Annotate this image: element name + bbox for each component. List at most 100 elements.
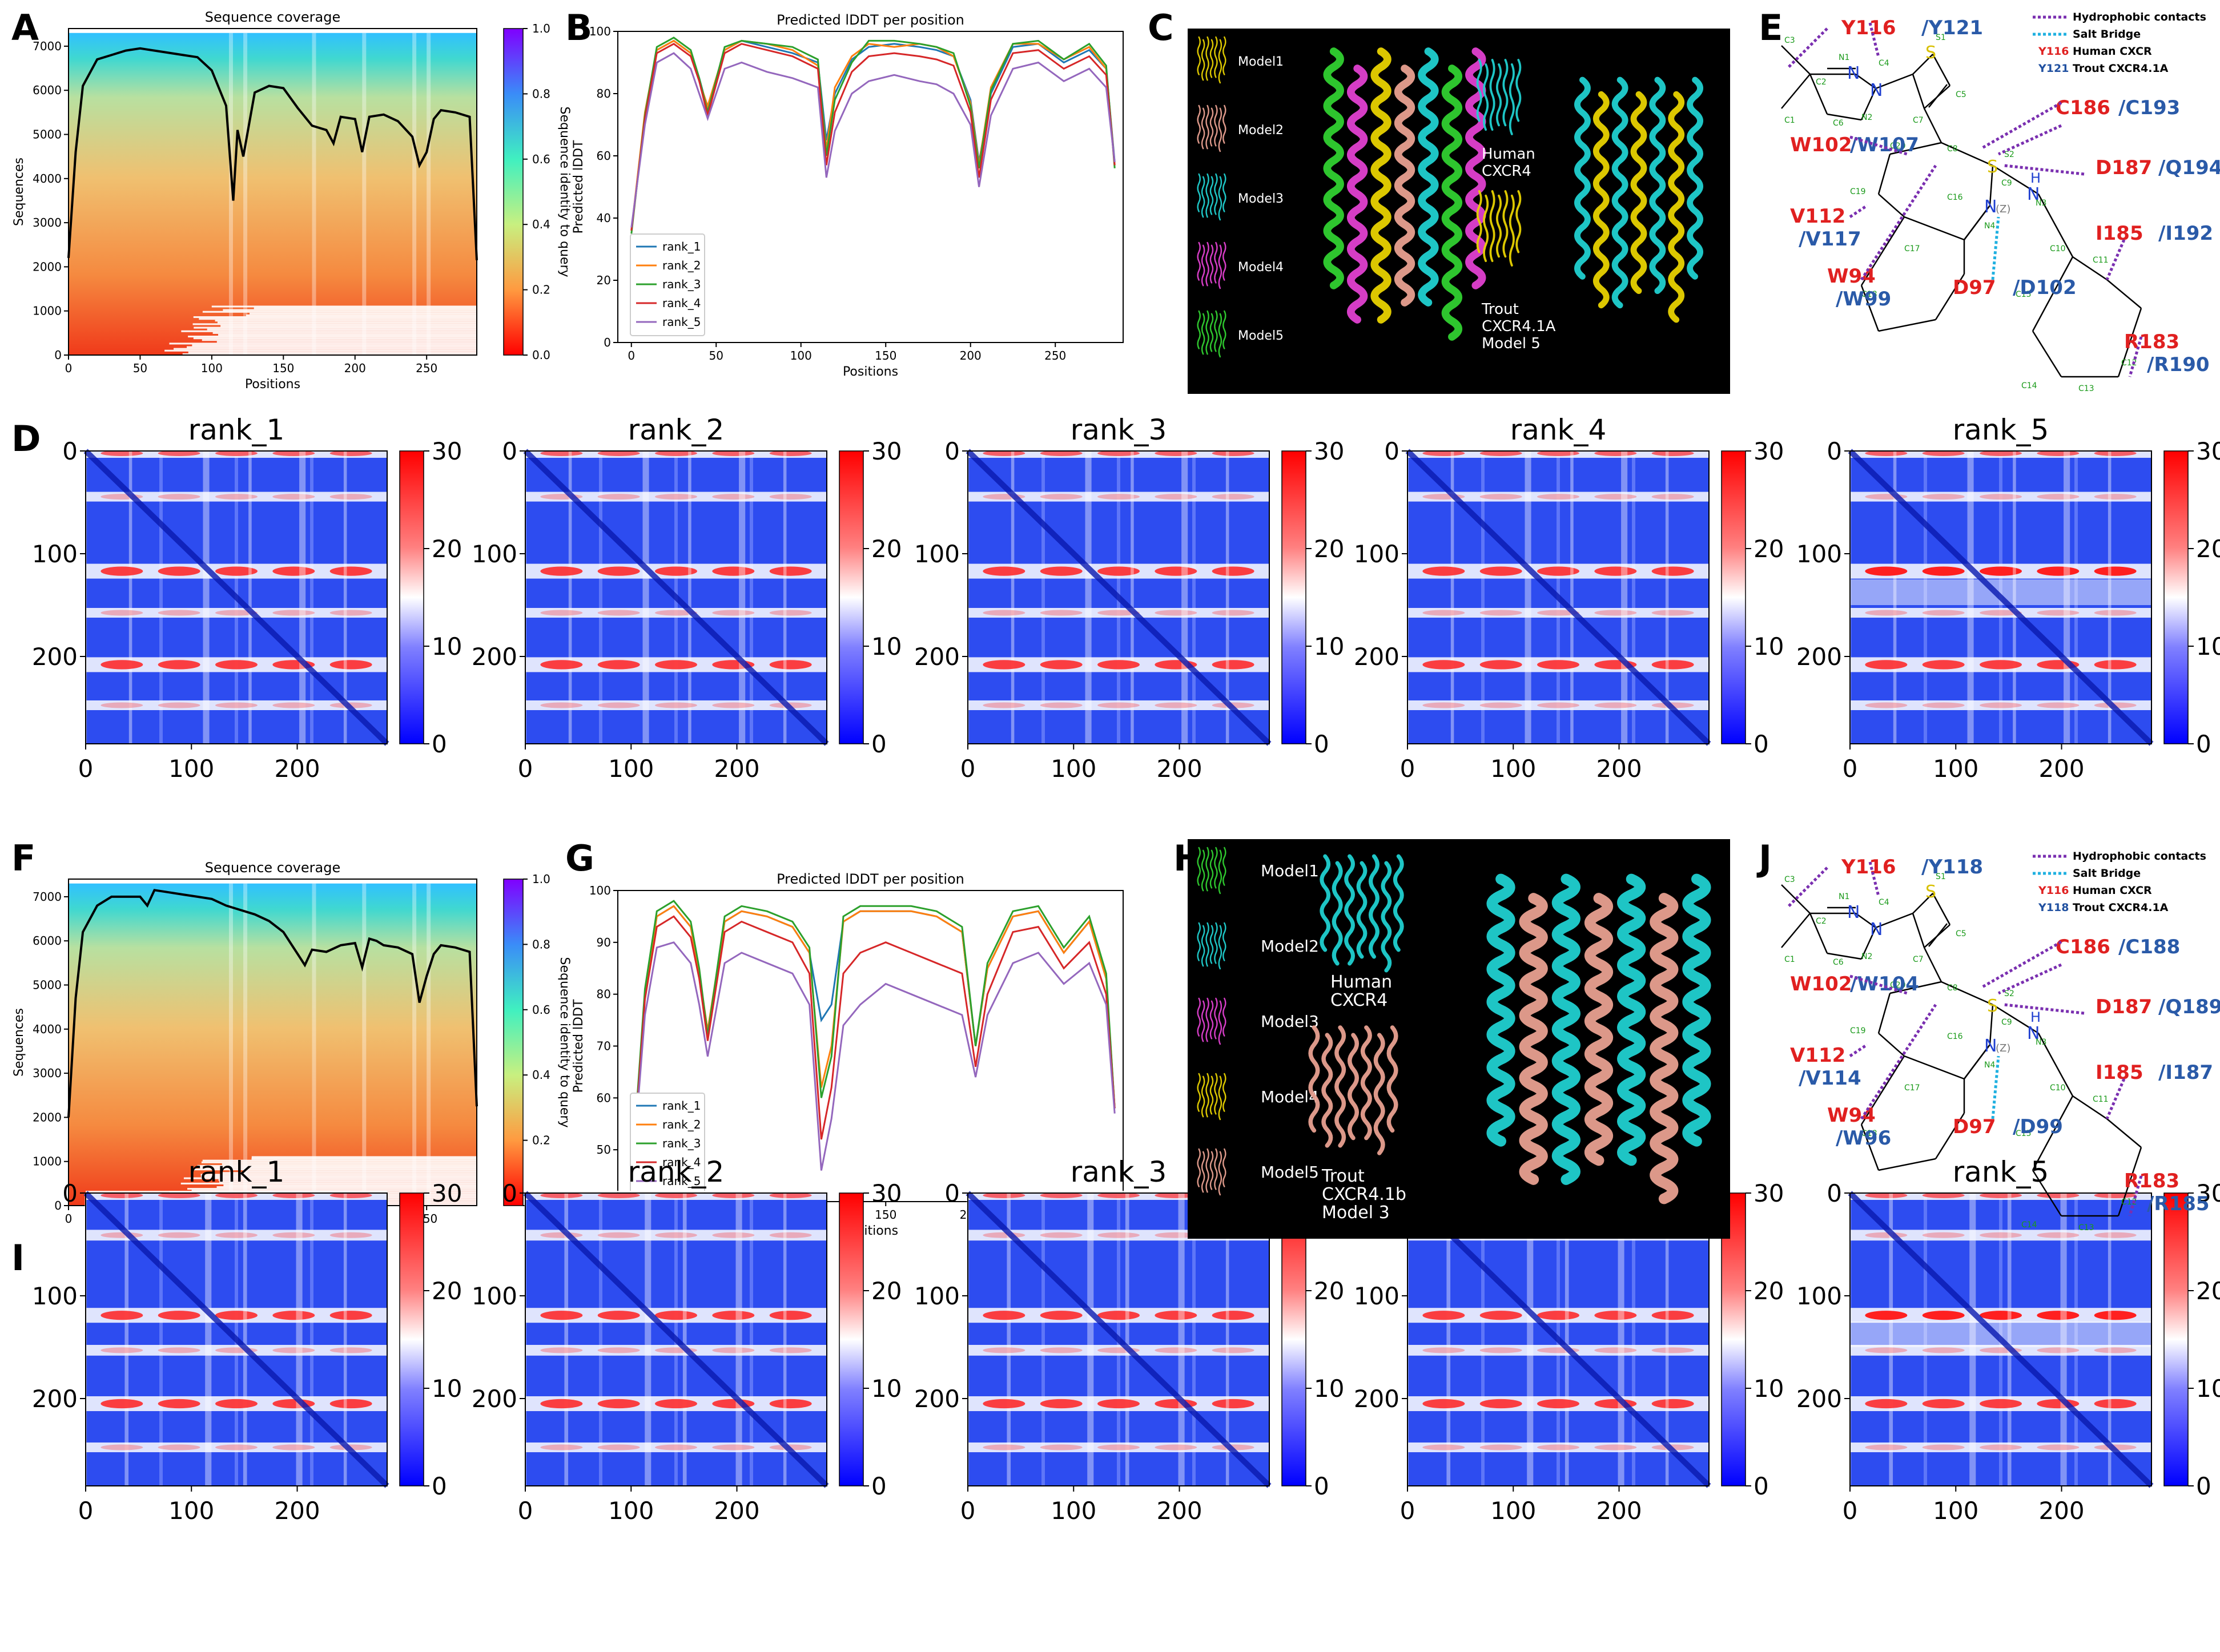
coverage-gap <box>202 311 477 313</box>
coverage-gap <box>222 1163 477 1165</box>
tm-helix <box>1209 107 1214 147</box>
tm-helix <box>1201 1075 1205 1118</box>
helix-coil <box>1393 854 1404 952</box>
pae-error-blob <box>1040 1311 1083 1320</box>
pae-error-blob <box>655 494 697 500</box>
residue-human-I185: I185 <box>2096 222 2143 245</box>
x-tick-label: 100 <box>1490 755 1536 783</box>
pae-heatmap-rank_4: rank_4 0 100 200 0 100 200 0 10 20 30 <box>1354 413 1784 783</box>
pae-error-blob <box>712 610 755 616</box>
x-tick-label: 0 <box>78 755 94 783</box>
y-tick-label: 100 <box>472 540 517 568</box>
pae-error-blob <box>540 1192 583 1198</box>
pae-error-blob <box>272 702 315 708</box>
panel-label-b: B <box>565 7 592 49</box>
y-tick-label: 200 <box>32 1385 78 1413</box>
pae-error-blob <box>158 1192 200 1198</box>
hydrophobic-contact <box>1786 27 1828 70</box>
pae-error-column <box>203 451 210 744</box>
chemical-bond <box>2072 256 2108 281</box>
colorbar-tick-label: 0.6 <box>532 152 550 166</box>
tm-helix <box>1197 1148 1201 1187</box>
model-label: Model1 <box>1238 55 1284 69</box>
helix-coil <box>1197 104 1201 144</box>
colorbar-tick-label: 30 <box>432 1179 462 1207</box>
tm-helix <box>1205 1073 1209 1118</box>
stereo-label: (Z) <box>1996 1042 2010 1054</box>
colorbar-tick-label: 20 <box>432 1277 462 1305</box>
pae-error-blob <box>215 1444 258 1450</box>
pae-error-blob <box>2037 702 2080 708</box>
tm-helix <box>1483 63 1489 131</box>
pae-error-blob <box>1980 702 2022 708</box>
pae-error-blob <box>1479 1444 1522 1450</box>
x-tick-label: 200 <box>2038 1497 2084 1525</box>
x-axis-label: Positions <box>843 365 898 379</box>
colorbar-tick-label: 0 <box>432 1472 447 1500</box>
residue-human-R183: R183 <box>2124 1170 2179 1192</box>
pae-error-blob <box>1922 1232 1965 1238</box>
chart-title: Sequence coverage <box>205 860 340 876</box>
residue-trout-Y118: /Y118 <box>1921 856 1983 879</box>
pae-column-band <box>159 1193 163 1486</box>
pae-error-blob <box>1922 702 1965 708</box>
atom-label: C10 <box>2050 1083 2066 1093</box>
trout-model <box>1476 190 1522 267</box>
pae-frame <box>967 1192 1270 1486</box>
helix-coil <box>1209 1000 1214 1039</box>
human-cxcr4-model <box>1476 59 1522 135</box>
tm-helix <box>1332 861 1343 966</box>
tm-helix <box>1209 176 1214 215</box>
helix-coil <box>1222 36 1226 75</box>
panel-label-j: J <box>1756 837 1772 879</box>
tm-helix <box>1218 1075 1222 1121</box>
chemical-bond <box>1827 952 1862 960</box>
helix-coil <box>1209 313 1214 352</box>
atom-n2-symbol: N <box>1870 80 1883 100</box>
pae-error-band-white <box>525 608 827 618</box>
pae-error-blob <box>100 610 143 616</box>
chemical-bond <box>1809 74 1828 115</box>
pae-error-blob <box>1922 1444 1965 1450</box>
coverage-line <box>67 47 478 260</box>
tm-helix <box>1373 1033 1385 1155</box>
pae-error-blob <box>158 1347 200 1353</box>
pae-error-blob <box>769 450 812 456</box>
chemical-bond <box>2037 1033 2074 1097</box>
tm-helix <box>1209 244 1214 284</box>
salt-bridge-contact <box>1991 1055 2000 1119</box>
helix-coil <box>1373 1033 1385 1155</box>
coverage-gap <box>251 1158 477 1160</box>
pae-error-blob <box>1865 1399 1908 1409</box>
pae-error-blob <box>1865 610 1908 616</box>
pae-error-blob <box>1537 702 1579 708</box>
pae-error-blob <box>100 1399 143 1409</box>
pae-error-blob <box>1212 1311 1254 1320</box>
y-tick-label: 100 <box>32 1282 78 1310</box>
pae-error-blob <box>158 494 200 500</box>
pae-error-blob <box>1651 610 1694 616</box>
pae-error-blob <box>769 1311 812 1320</box>
y-tick-label: 7000 <box>33 39 62 53</box>
pae-error-column <box>1225 451 1229 744</box>
hydrophobic-contact <box>2105 1078 2126 1119</box>
tm-helix <box>1344 854 1355 966</box>
x-tick-label: 200 <box>2038 755 2084 783</box>
pae-error-blob <box>158 702 200 708</box>
tm-helix <box>1418 47 1439 307</box>
pae-diagonal <box>1405 449 1711 746</box>
coverage-gap <box>164 349 477 352</box>
pae-error-blob <box>2037 1347 2080 1353</box>
chemical-bond <box>1912 54 1933 75</box>
x-tick-label: 100 <box>168 1497 214 1525</box>
tm-helix <box>1209 1000 1214 1039</box>
tm-helix <box>1218 244 1222 289</box>
pae-error-blob <box>1537 450 1579 456</box>
pae-error-blob <box>158 660 200 670</box>
y-tick-label: 100 <box>1796 1282 1842 1310</box>
pae-colorbar <box>1281 450 1306 744</box>
human-label-2: CXCR4 <box>1330 990 1388 1010</box>
coverage-stripe <box>243 883 248 1206</box>
pae-error-band-white <box>1850 491 2151 502</box>
